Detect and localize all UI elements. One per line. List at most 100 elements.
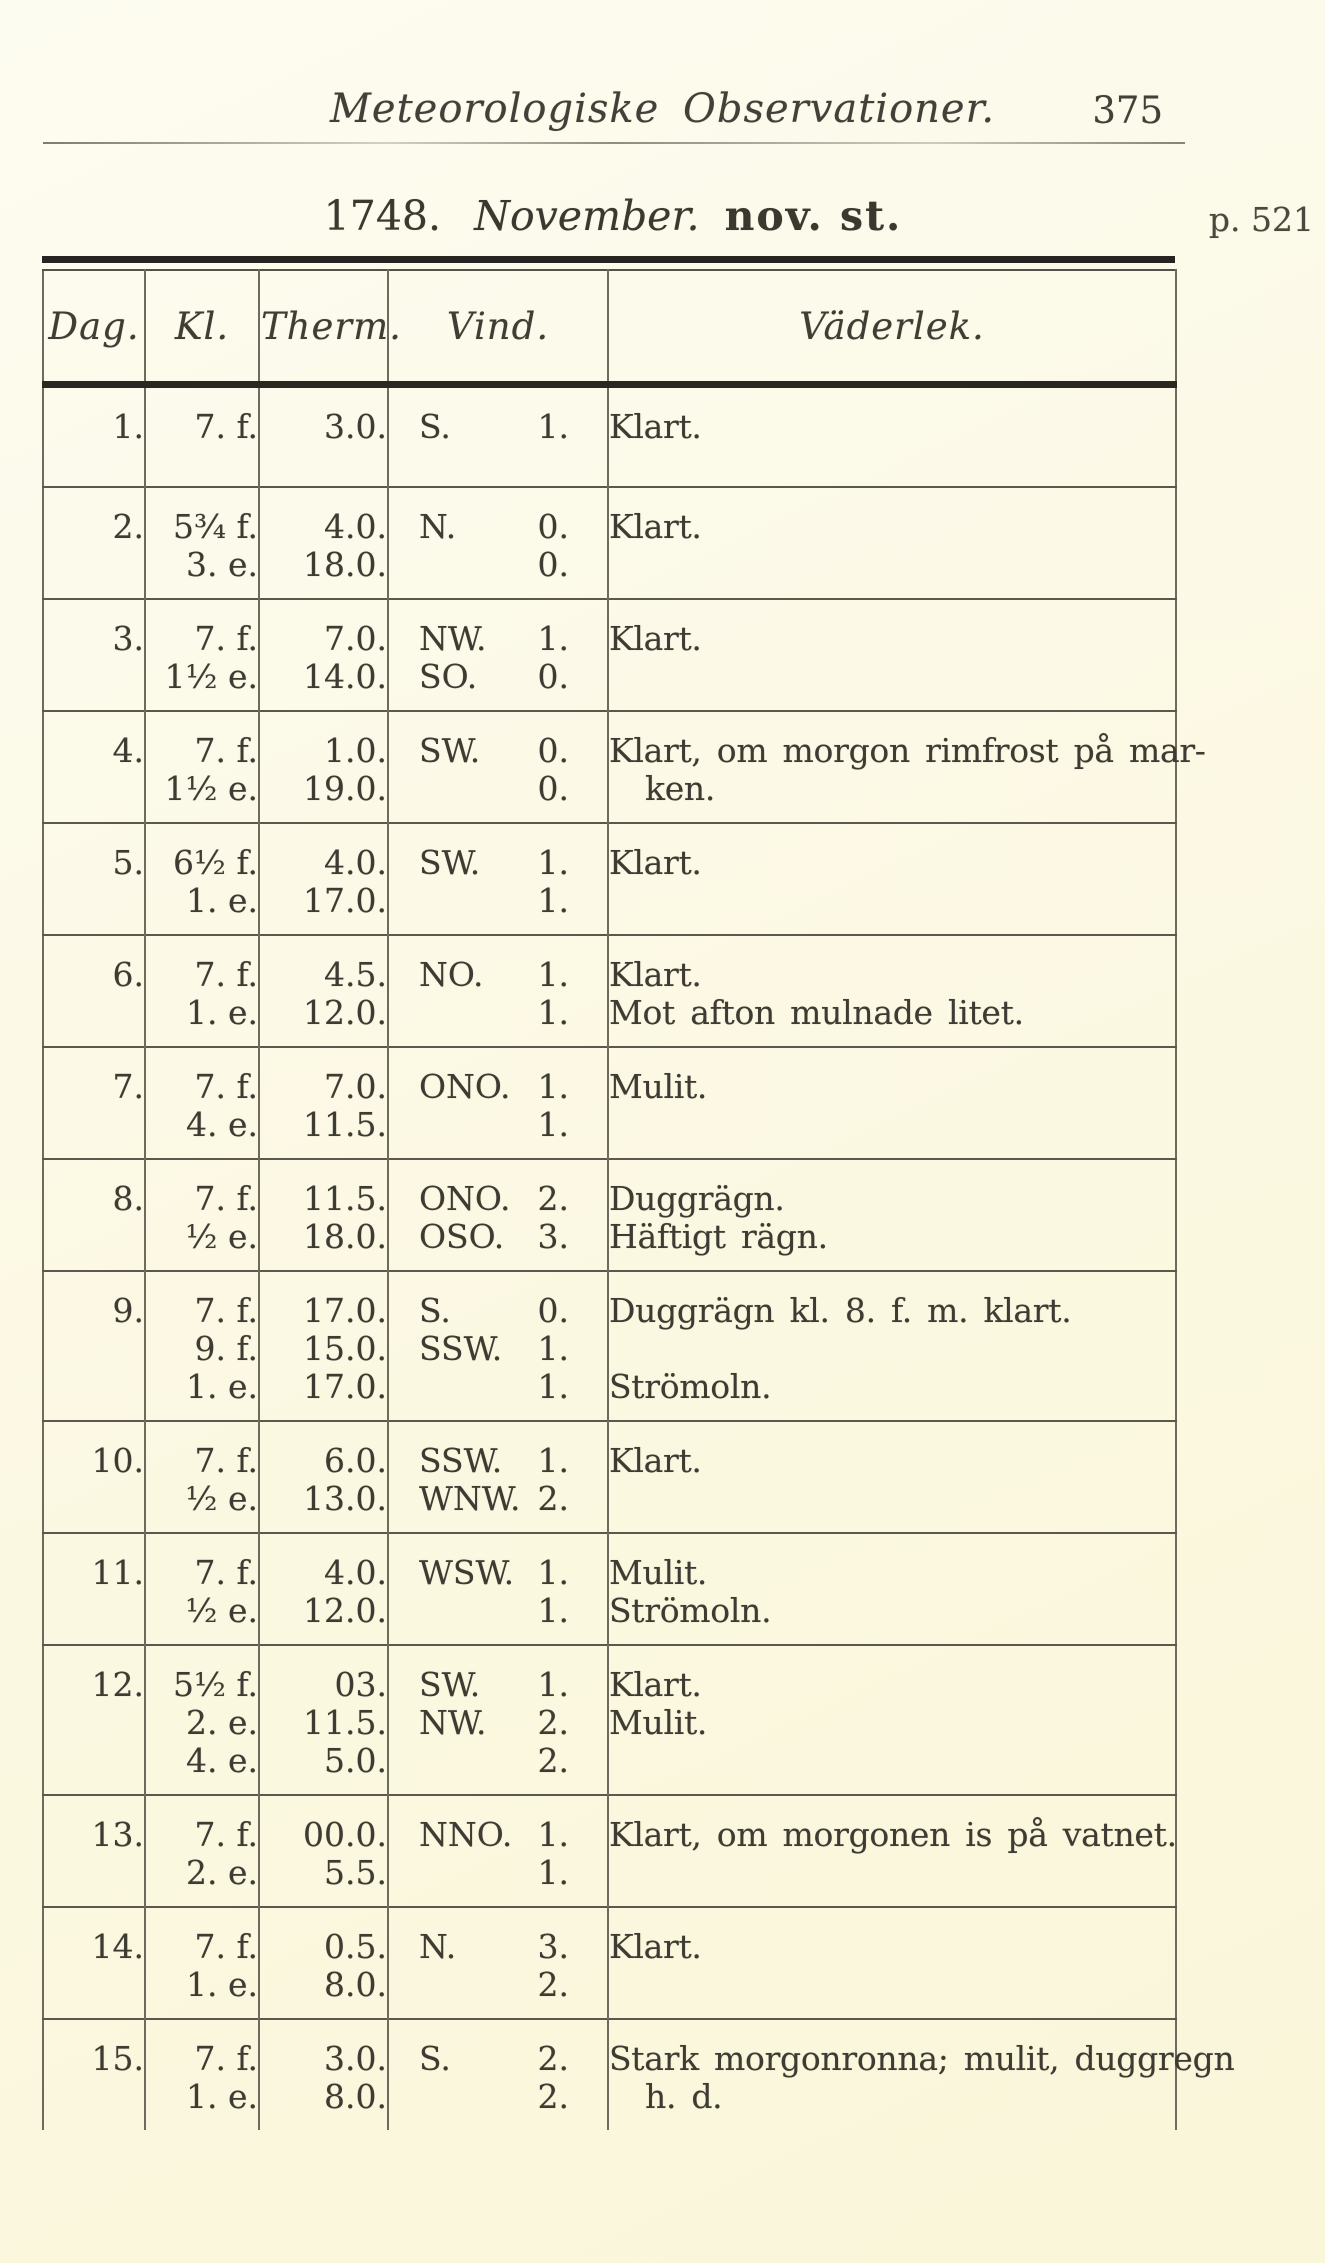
weather-cell: Klart. — [607, 598, 1176, 711]
therm-entry: 12.0. — [303, 1591, 387, 1630]
day-cell: 3. — [43, 598, 145, 711]
wind-force: 1. — [537, 1553, 570, 1592]
time-entry: 1. e. — [186, 1367, 258, 1406]
wind-direction — [419, 2078, 430, 2116]
wind-cell: SW. 0. 0. — [387, 710, 608, 823]
wind-direction: S. — [419, 407, 451, 446]
day-cell: 15. — [43, 2018, 145, 2130]
observation-row: 9. 7. f. 9. f. 1. e. 17.0. 15.0. 17.0. S. 0. S… — [43, 1270, 1176, 1421]
wind-direction: SW. — [419, 1665, 481, 1704]
wind-cell: N. 3. 2. — [387, 1906, 608, 2019]
therm-cell: 17.0. 15.0. 17.0. — [258, 1270, 388, 1421]
weather-cell: Klart. — [607, 1906, 1176, 2019]
therm-entry: 4.0. — [324, 1553, 387, 1592]
time-entry: 7. f. — [194, 1179, 258, 1218]
weather-entry — [609, 882, 1175, 920]
wind-direction: OSO. — [419, 1217, 505, 1256]
wind-direction: SW. — [419, 843, 481, 882]
therm-entry: 17.0. — [303, 1367, 387, 1406]
day-number: 6. — [112, 955, 145, 994]
therm-entry: 5.5. — [324, 1853, 387, 1892]
therm-entry: 3.0. — [324, 2039, 387, 2078]
day-number: 11. — [91, 1553, 144, 1592]
therm-cell: 00.0. 5.5. — [258, 1794, 388, 1907]
wind-entry: 2. — [389, 1966, 607, 2004]
time-entry: 1¹⁄₂ e. — [164, 769, 258, 808]
weather-entry: Stark morgonronna; mulit, duggregn — [609, 2039, 1235, 2078]
observations-table-wrap: Dag. Kl. Therm. Vind. Väderlek. 1. 7. f.… — [42, 256, 1235, 2130]
weather-entry: Strömoln. — [609, 1591, 772, 1630]
wind-force: 0. — [537, 545, 570, 584]
weather-entry: Klart. — [609, 407, 702, 446]
day-cell: 4. — [43, 710, 145, 823]
time-cell: 6¹⁄₂ f. 1. e. — [144, 822, 259, 935]
therm-entry: 3.0. — [324, 407, 387, 446]
wind-cell: ONO. 2. OSO. 3. — [387, 1158, 608, 1271]
time-entry: 9. f. — [194, 1329, 258, 1368]
header-row: Dag. Kl. Therm. Vind. Väderlek. — [43, 270, 1176, 388]
weather-entry: Klart, om morgon rimfrost på mar- — [609, 731, 1206, 770]
wind-force: 3. — [537, 1217, 570, 1256]
time-entry: 7. f. — [194, 1553, 258, 1592]
therm-cell: 7.0. 14.0. — [258, 598, 388, 711]
wind-force: 1. — [537, 1367, 570, 1406]
wind-force: 1. — [537, 1591, 570, 1630]
day-cell: 8. — [43, 1158, 145, 1271]
therm-cell: 11.5. 18.0. — [258, 1158, 388, 1271]
time-entry: 7. f. — [194, 619, 258, 658]
wind-cell: S. 1. — [387, 384, 608, 487]
wind-direction: S. — [419, 1291, 451, 1330]
weather-cell: Klart. — [607, 384, 1176, 487]
wind-direction: N. — [419, 1927, 457, 1966]
therm-entry: 19.0. — [303, 769, 387, 808]
wind-cell: S. 0. SSW. 1. 1. — [387, 1270, 608, 1421]
wind-entry: NO. 1. — [389, 956, 607, 994]
day-cell: 6. — [43, 934, 145, 1047]
therm-entry: 8.0. — [324, 1965, 387, 2004]
wind-entry: WNW. 2. — [389, 1480, 607, 1518]
therm-cell: 3.0. 8.0. — [258, 2018, 388, 2130]
wind-force: 2. — [537, 2039, 570, 2078]
weather-entry: Klart. — [609, 1441, 702, 1480]
therm-entry: 11.5. — [303, 1105, 387, 1144]
wind-force: 1. — [537, 881, 570, 920]
weather-entry — [609, 1854, 1175, 1892]
observation-row: 4. 7. f. 1¹⁄₂ e. 1.0. 19.0. SW. 0. 0. Klart… — [43, 710, 1206, 823]
weather-entry: Klart. — [609, 1927, 702, 1966]
observation-row: 5. 6¹⁄₂ f. 1. e. 4.0. 17.0. SW. 1. 1. Klart… — [43, 822, 1176, 935]
wind-force: 1. — [537, 1105, 570, 1144]
wind-direction: ONO. — [419, 1067, 511, 1106]
therm-cell: 4.0. 18.0. — [258, 486, 388, 599]
therm-entry: 1.0. — [324, 731, 387, 770]
observation-row: 10. 7. f. ¹⁄₂ e. 6.0. 13.0. SSW. 1. WNW. 2. K… — [43, 1420, 1176, 1533]
wind-direction — [419, 546, 430, 584]
wind-direction — [419, 1592, 430, 1630]
observations-table: Dag. Kl. Therm. Vind. Väderlek. 1. 7. f.… — [42, 269, 1235, 2130]
wind-force: 2. — [537, 1479, 570, 1518]
time-cell: 7. f. ¹⁄₂ e. — [144, 1532, 259, 1645]
wind-direction — [419, 1854, 430, 1892]
wind-force: 2. — [537, 1179, 570, 1218]
time-entry: 6¹⁄₂ f. — [173, 843, 258, 882]
weather-entry: ken. — [645, 769, 716, 808]
wind-entry: 1. — [389, 994, 607, 1032]
col-header-dag: Dag. — [43, 270, 145, 388]
col-header-therm: Therm. — [258, 270, 401, 388]
weather-cell: Klart, om morgon rimfrost på mar-ken. — [607, 710, 1206, 823]
wind-direction: SSW. — [419, 1441, 503, 1480]
day-cell: 1. — [43, 385, 145, 488]
weather-entry — [609, 1966, 1175, 2004]
time-entry: 1¹⁄₂ e. — [164, 657, 258, 696]
wind-direction: NNO. — [419, 1815, 513, 1854]
table-title: 1748. November. nov. st. — [0, 192, 1226, 240]
weather-entry: Klart. — [609, 955, 702, 994]
wind-force: 1. — [537, 619, 570, 658]
day-cell: 14. — [43, 1906, 145, 2019]
weather-cell: Klart. — [607, 1420, 1176, 1533]
therm-entry: 7.0. — [324, 1067, 387, 1106]
weather-entry: Duggrägn kl. 8. f. m. klart. — [609, 1291, 1072, 1330]
running-head-title: Meteorologiske Observationer. — [329, 86, 996, 132]
day-cell: 5. — [43, 822, 145, 935]
time-entry: 4. e. — [186, 1105, 258, 1144]
wind-entry: NW. 1. — [389, 620, 607, 658]
